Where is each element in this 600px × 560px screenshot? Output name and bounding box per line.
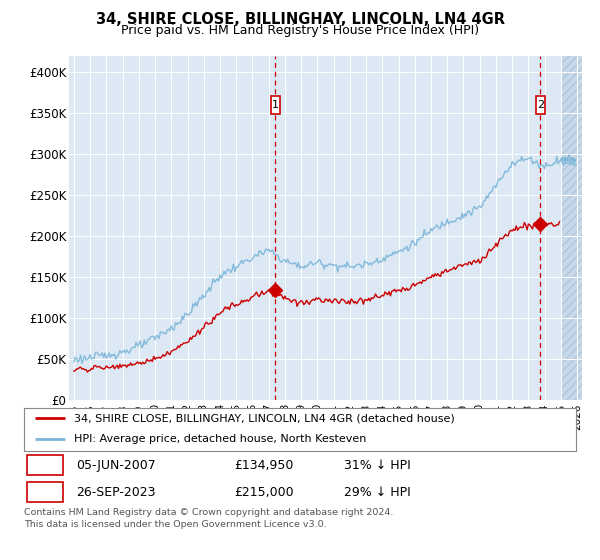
FancyBboxPatch shape xyxy=(27,482,62,502)
Text: 34, SHIRE CLOSE, BILLINGHAY, LINCOLN, LN4 4GR (detached house): 34, SHIRE CLOSE, BILLINGHAY, LINCOLN, LN… xyxy=(74,413,454,423)
Text: This data is licensed under the Open Government Licence v3.0.: This data is licensed under the Open Gov… xyxy=(24,520,326,529)
FancyBboxPatch shape xyxy=(27,455,62,475)
Text: 05-JUN-2007: 05-JUN-2007 xyxy=(76,459,156,472)
Text: £134,950: £134,950 xyxy=(234,459,293,472)
Text: 1: 1 xyxy=(272,100,279,110)
Text: 2: 2 xyxy=(40,486,49,499)
Text: 29% ↓ HPI: 29% ↓ HPI xyxy=(344,486,411,499)
Text: 34, SHIRE CLOSE, BILLINGHAY, LINCOLN, LN4 4GR: 34, SHIRE CLOSE, BILLINGHAY, LINCOLN, LN… xyxy=(95,12,505,27)
Bar xyxy=(561,56,582,400)
Text: 26-SEP-2023: 26-SEP-2023 xyxy=(76,486,156,499)
Text: 2: 2 xyxy=(537,100,544,110)
Text: Price paid vs. HM Land Registry's House Price Index (HPI): Price paid vs. HM Land Registry's House … xyxy=(121,24,479,37)
Text: 1: 1 xyxy=(40,459,49,472)
Text: Contains HM Land Registry data © Crown copyright and database right 2024.: Contains HM Land Registry data © Crown c… xyxy=(24,508,394,517)
FancyBboxPatch shape xyxy=(271,96,280,114)
Text: 31% ↓ HPI: 31% ↓ HPI xyxy=(344,459,411,472)
Text: £215,000: £215,000 xyxy=(234,486,293,499)
Text: HPI: Average price, detached house, North Kesteven: HPI: Average price, detached house, Nort… xyxy=(74,434,366,444)
FancyBboxPatch shape xyxy=(536,96,545,114)
